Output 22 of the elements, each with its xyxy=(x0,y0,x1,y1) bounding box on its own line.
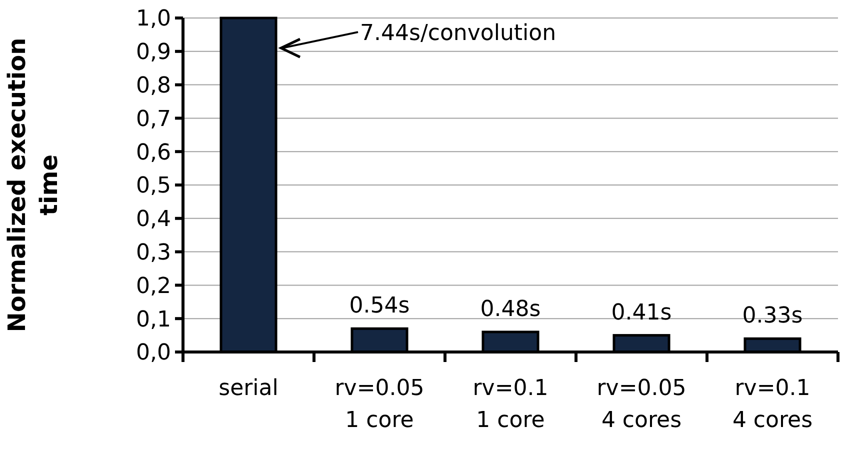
y-tick-label: 0,3 xyxy=(136,240,171,266)
y-tick-label: 0,0 xyxy=(136,340,171,366)
y-axis-title: Normalized execution time xyxy=(3,38,63,332)
y-tick-label: 0,9 xyxy=(136,40,171,66)
annotation: 0.33s xyxy=(742,304,803,329)
annotation: 0.41s xyxy=(611,300,672,326)
y-tick-label: 0,6 xyxy=(136,140,171,166)
y-tick-label: 0,8 xyxy=(136,74,171,98)
y-tick-label: 0,2 xyxy=(136,274,171,299)
x-tick-label: rv=0.05 1 core xyxy=(334,376,424,433)
annotation: 0.54s xyxy=(349,294,410,319)
y-tick-label: 1,0 xyxy=(136,6,171,32)
y-tick-label: 0,4 xyxy=(136,207,171,232)
x-tick-label: rv=0.1 4 cores xyxy=(732,376,813,433)
annotation: 0.48s xyxy=(480,296,541,322)
y-tick-label: 0,7 xyxy=(136,106,171,132)
x-tick-label: rv=0.1 1 core xyxy=(472,376,548,433)
y-tick-label: 0,1 xyxy=(136,307,171,332)
x-tick-label: rv=0.05 4 cores xyxy=(596,376,686,433)
y-tick-label: 0,5 xyxy=(136,174,171,199)
x-tick-label: serial xyxy=(218,376,278,401)
annotation: 7.44s/convolution xyxy=(360,20,556,46)
